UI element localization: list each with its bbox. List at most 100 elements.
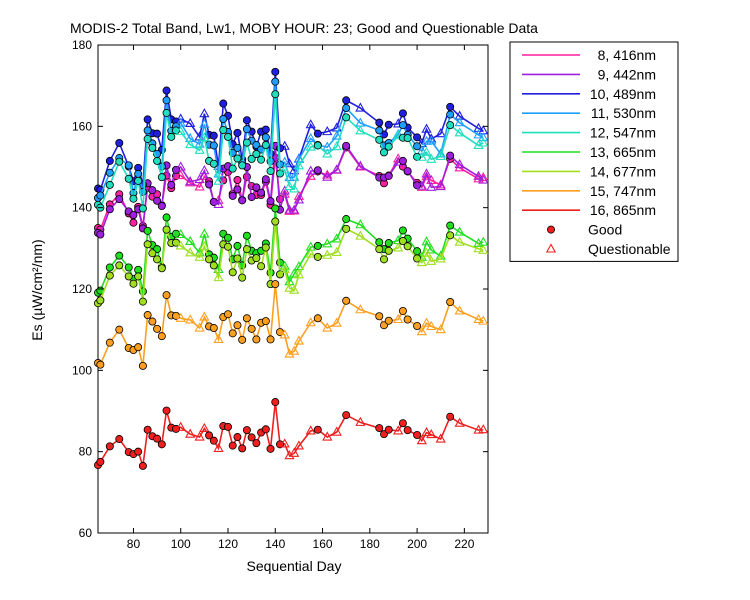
questionable-point	[175, 312, 186, 322]
good-point	[148, 317, 157, 326]
good-point	[228, 164, 237, 173]
good-point	[261, 133, 270, 142]
questionable-point	[435, 253, 446, 263]
good-point	[252, 335, 261, 344]
good-point	[252, 254, 261, 263]
questionable-point	[331, 426, 342, 436]
good-point	[223, 233, 232, 242]
legend-entry-label: 14, 677nm	[590, 163, 656, 179]
legend-good-marker	[547, 225, 556, 234]
questionable-point	[322, 171, 333, 181]
y-tick-label: 180	[72, 38, 92, 52]
questionable-point	[199, 118, 210, 128]
good-point	[105, 442, 114, 451]
good-point	[313, 241, 322, 250]
questionable-point	[322, 322, 333, 332]
questionable-point	[284, 282, 295, 292]
good-point	[129, 210, 138, 219]
good-point	[96, 191, 105, 200]
good-point	[342, 215, 351, 224]
good-point	[148, 143, 157, 152]
good-point	[379, 148, 388, 157]
good-point	[257, 188, 266, 197]
good-point	[134, 343, 143, 352]
questionable-point	[322, 431, 333, 441]
questionable-point	[393, 313, 404, 324]
good-point	[271, 398, 280, 407]
good-point	[403, 426, 412, 435]
questionable-point	[416, 151, 427, 161]
questionable-point	[322, 249, 333, 259]
good-point	[242, 314, 251, 323]
questionable-point	[435, 179, 446, 189]
good-point	[384, 171, 393, 180]
questionable-point	[185, 235, 196, 245]
good-point	[96, 457, 105, 466]
good-point	[238, 273, 247, 282]
good-point	[209, 436, 218, 445]
good-point	[219, 115, 228, 124]
good-point	[261, 175, 270, 184]
good-point	[115, 325, 124, 334]
good-point	[342, 104, 351, 113]
good-point	[228, 441, 237, 450]
good-point	[233, 241, 242, 250]
good-point	[342, 141, 351, 150]
good-point	[342, 113, 351, 122]
series-group	[94, 90, 489, 213]
good-point	[261, 141, 270, 150]
good-point	[153, 434, 162, 443]
good-point	[205, 255, 214, 264]
legend-entry-label: 15, 747nm	[590, 183, 656, 199]
questionable-point	[175, 113, 186, 123]
good-point	[275, 270, 284, 279]
questionable-point	[293, 335, 305, 345]
legend: 8, 416nm 9, 442nm 10, 489nm 11, 530nm 12, 54…	[509, 41, 679, 262]
questionable-point	[355, 160, 366, 170]
good-point	[115, 139, 124, 148]
good-point	[242, 426, 251, 435]
questionable-point	[355, 219, 366, 229]
good-point	[138, 297, 147, 306]
good-point	[413, 430, 422, 439]
questionable-point	[421, 123, 432, 133]
good-point	[228, 329, 237, 338]
good-point	[446, 121, 455, 130]
questionable-point	[393, 128, 404, 139]
questionable-point	[199, 108, 210, 118]
good-point	[261, 317, 270, 326]
good-point	[157, 202, 166, 211]
good-point	[143, 226, 152, 235]
good-point	[209, 324, 218, 333]
questionable-point	[213, 333, 224, 343]
series-group	[94, 280, 489, 370]
good-point	[413, 142, 422, 151]
questionable-point	[435, 433, 446, 443]
axis-layer: 80 100 120 140 160 180 200 220 60 80 100 120 140 160 1…	[72, 38, 488, 551]
questionable-point	[305, 141, 316, 151]
questionable-point	[426, 255, 437, 265]
questionable-point	[331, 233, 342, 243]
good-point	[153, 255, 162, 264]
good-point	[157, 440, 166, 449]
good-point	[375, 118, 384, 127]
good-point	[162, 213, 171, 222]
questionable-point	[289, 183, 300, 193]
questionable-point	[175, 169, 186, 180]
good-point	[205, 180, 214, 189]
legend-entry-label: 16, 865nm	[590, 202, 656, 218]
good-point	[261, 125, 270, 134]
good-point	[223, 310, 232, 319]
questionable-point	[426, 320, 437, 330]
y-axis-label: Es (µW/cm²/nm)	[29, 239, 45, 340]
questionable-point	[478, 132, 489, 142]
questionable-point	[435, 324, 446, 334]
good-point	[257, 262, 266, 271]
good-point	[105, 168, 114, 177]
questionable-point	[331, 130, 342, 140]
questionable-point	[454, 305, 465, 315]
good-point	[271, 67, 280, 76]
legend-questionable-label: Questionable	[588, 241, 671, 257]
questionable-point	[426, 153, 437, 163]
good-point	[271, 77, 280, 86]
